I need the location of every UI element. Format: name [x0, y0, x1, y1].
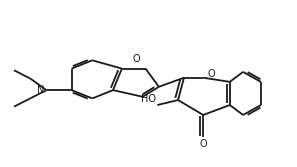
- Text: HO: HO: [141, 94, 156, 104]
- Text: O: O: [199, 139, 207, 149]
- Text: O: O: [133, 54, 140, 64]
- Text: N: N: [37, 85, 44, 95]
- Text: O: O: [208, 69, 215, 79]
